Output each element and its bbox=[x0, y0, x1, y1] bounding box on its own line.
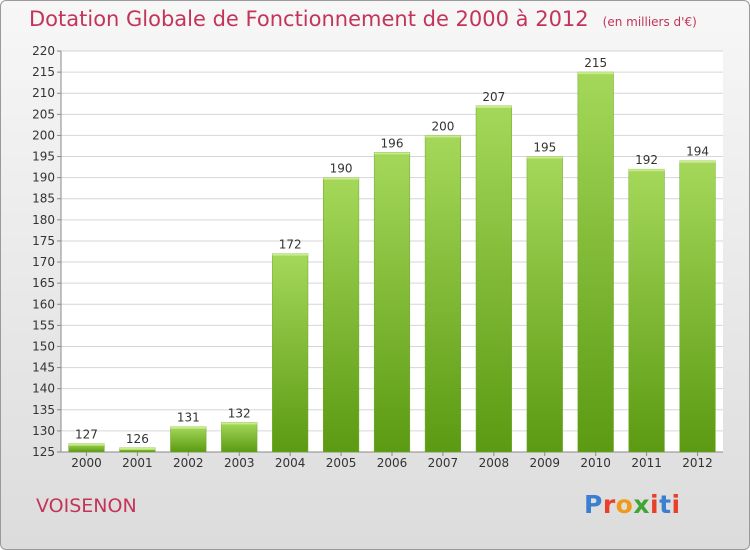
bar-highlight bbox=[68, 443, 105, 446]
y-tick-label: 145 bbox=[32, 361, 55, 375]
x-tick-label: 2002 bbox=[173, 456, 204, 470]
x-tick-label: 2003 bbox=[224, 456, 255, 470]
data-label: 127 bbox=[75, 428, 98, 442]
x-tick-label: 2006 bbox=[377, 456, 408, 470]
y-tick-label: 135 bbox=[32, 403, 55, 417]
logo-letter: x bbox=[633, 490, 650, 519]
x-tick-label: 2009 bbox=[529, 456, 560, 470]
x-tick-label: 2001 bbox=[122, 456, 153, 470]
y-tick-label: 140 bbox=[32, 382, 55, 396]
bar-highlight bbox=[628, 169, 665, 172]
x-tick-label: 2000 bbox=[71, 456, 102, 470]
logo-letter: r bbox=[602, 490, 616, 519]
logo-letter: P bbox=[584, 490, 603, 519]
data-label: 192 bbox=[635, 153, 658, 167]
data-label: 196 bbox=[381, 136, 404, 150]
x-tick-label: 2012 bbox=[682, 456, 713, 470]
bar-highlight bbox=[577, 72, 614, 75]
data-label: 126 bbox=[126, 432, 149, 446]
bar bbox=[373, 152, 411, 453]
proxiti-logo: Proxiti bbox=[584, 490, 681, 519]
data-label: 200 bbox=[431, 119, 454, 133]
bar bbox=[323, 177, 360, 453]
bar-highlight bbox=[272, 253, 308, 256]
bar-highlight bbox=[170, 426, 207, 429]
bar bbox=[170, 426, 207, 453]
data-label: 207 bbox=[482, 90, 505, 104]
y-tick-label: 160 bbox=[32, 297, 55, 311]
y-tick-label: 185 bbox=[32, 192, 55, 206]
bar-highlight bbox=[679, 160, 716, 163]
y-tick-label: 170 bbox=[32, 255, 55, 269]
bar bbox=[577, 71, 614, 453]
bar bbox=[679, 160, 716, 453]
logo-letter: i bbox=[671, 490, 681, 519]
logo-letter: o bbox=[615, 490, 634, 519]
bar-highlight bbox=[119, 447, 156, 450]
x-tick-label: 2011 bbox=[631, 456, 662, 470]
y-tick-label: 205 bbox=[32, 107, 55, 121]
bar bbox=[475, 105, 512, 453]
y-tick-label: 180 bbox=[32, 213, 55, 227]
y-tick-label: 195 bbox=[32, 150, 55, 164]
data-label: 190 bbox=[330, 162, 353, 176]
data-label: 172 bbox=[279, 238, 302, 252]
bar bbox=[424, 135, 461, 453]
data-label: 194 bbox=[686, 145, 709, 159]
y-tick-label: 190 bbox=[32, 171, 55, 185]
x-tick-label: 2007 bbox=[428, 456, 459, 470]
y-tick-label: 215 bbox=[32, 65, 55, 79]
bar bbox=[526, 156, 563, 453]
unit-note: (en milliers d'€) bbox=[602, 15, 697, 29]
bar-highlight bbox=[526, 156, 563, 159]
bar-highlight bbox=[476, 105, 512, 108]
x-tick-label: 2004 bbox=[275, 456, 306, 470]
data-label: 132 bbox=[228, 406, 251, 420]
x-tick-label: 2010 bbox=[580, 456, 611, 470]
y-tick-label: 220 bbox=[32, 44, 55, 58]
bar-highlight bbox=[425, 135, 461, 138]
y-tick-label: 175 bbox=[32, 234, 55, 248]
commune-name: VOISENON bbox=[36, 495, 137, 517]
x-tick-label: 2008 bbox=[479, 456, 510, 470]
bar-highlight bbox=[221, 422, 258, 425]
y-tick-label: 165 bbox=[32, 276, 55, 290]
chart-title: Dotation Globale de Fonctionnement de 20… bbox=[29, 7, 697, 31]
bar-highlight bbox=[374, 152, 410, 155]
bar bbox=[272, 253, 309, 453]
y-tick-label: 210 bbox=[32, 86, 55, 100]
y-tick-label: 200 bbox=[32, 128, 55, 142]
x-tick-label: 2005 bbox=[326, 456, 357, 470]
y-tick-label: 125 bbox=[32, 445, 55, 459]
y-tick-label: 130 bbox=[32, 424, 55, 438]
y-tick-label: 155 bbox=[32, 318, 55, 332]
data-label: 131 bbox=[177, 411, 200, 425]
bar bbox=[628, 168, 665, 453]
y-tick-label: 150 bbox=[32, 339, 55, 353]
data-label: 195 bbox=[533, 141, 556, 155]
bar-highlight bbox=[323, 177, 359, 180]
data-label: 215 bbox=[584, 56, 607, 70]
bar bbox=[221, 422, 258, 453]
logo-letter: t bbox=[659, 490, 672, 519]
logo-letter: i bbox=[650, 490, 660, 519]
chart-title-text: Dotation Globale de Fonctionnement de 20… bbox=[29, 7, 589, 31]
